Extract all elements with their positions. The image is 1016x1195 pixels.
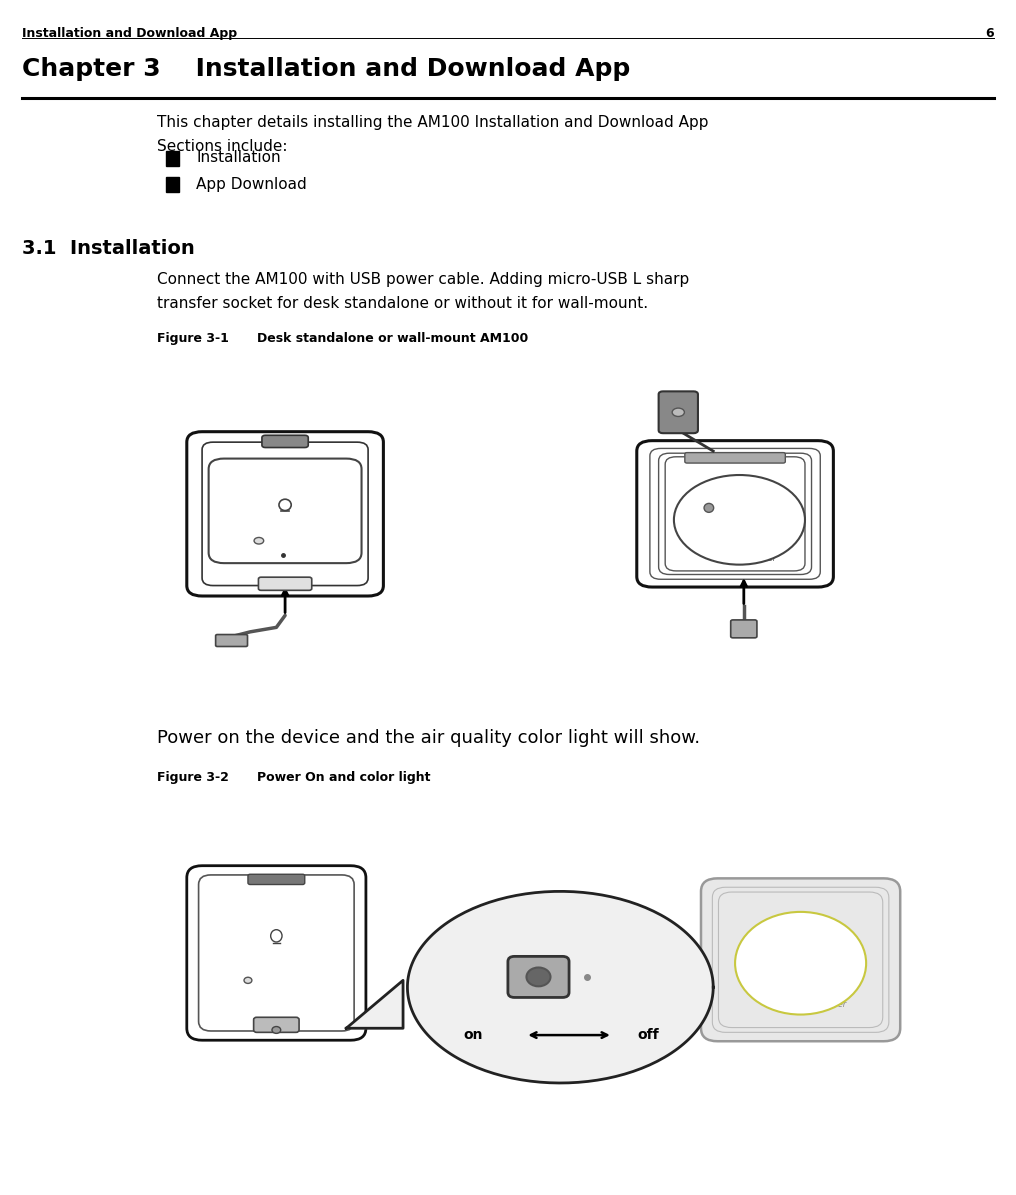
Bar: [166, 151, 179, 166]
Text: on: on: [463, 1028, 483, 1042]
FancyBboxPatch shape: [262, 435, 308, 448]
Text: Sections include:: Sections include:: [157, 139, 288, 154]
FancyBboxPatch shape: [254, 1017, 299, 1032]
FancyBboxPatch shape: [508, 956, 569, 998]
Text: Installation: Installation: [196, 151, 280, 165]
FancyBboxPatch shape: [258, 577, 312, 590]
Ellipse shape: [736, 912, 867, 1015]
Text: Chapter 3    Installation and Download App: Chapter 3 Installation and Download App: [22, 57, 631, 81]
FancyBboxPatch shape: [637, 441, 833, 587]
FancyBboxPatch shape: [208, 459, 362, 563]
Polygon shape: [346, 980, 403, 1028]
Text: App Download: App Download: [196, 177, 307, 191]
Ellipse shape: [244, 978, 252, 983]
Ellipse shape: [674, 476, 805, 565]
Text: aezer: aezer: [824, 1000, 847, 1009]
Ellipse shape: [254, 538, 264, 544]
Ellipse shape: [526, 968, 551, 986]
Polygon shape: [407, 891, 713, 1083]
FancyBboxPatch shape: [701, 878, 900, 1041]
Text: aezer: aezer: [754, 554, 777, 563]
Ellipse shape: [673, 409, 685, 417]
Ellipse shape: [272, 1027, 280, 1034]
Text: Installation and Download App: Installation and Download App: [22, 27, 238, 41]
Text: Power On and color light: Power On and color light: [257, 771, 431, 784]
Ellipse shape: [704, 503, 713, 513]
Text: Power on the device and the air quality color light will show.: Power on the device and the air quality …: [157, 729, 701, 747]
Text: This chapter details installing the AM100 Installation and Download App: This chapter details installing the AM10…: [157, 115, 709, 130]
FancyBboxPatch shape: [731, 620, 757, 638]
FancyBboxPatch shape: [187, 431, 383, 596]
Text: Desk standalone or wall-mount AM100: Desk standalone or wall-mount AM100: [257, 332, 528, 345]
Text: 6: 6: [986, 27, 994, 41]
Text: Connect the AM100 with USB power cable. Adding micro-USB L sharp: Connect the AM100 with USB power cable. …: [157, 272, 690, 288]
Bar: [166, 177, 179, 192]
Text: Figure 3-2: Figure 3-2: [157, 771, 230, 784]
FancyBboxPatch shape: [198, 875, 355, 1031]
Text: 3.1  Installation: 3.1 Installation: [22, 239, 195, 258]
Ellipse shape: [270, 930, 282, 942]
FancyBboxPatch shape: [685, 453, 785, 464]
FancyBboxPatch shape: [215, 635, 248, 646]
FancyBboxPatch shape: [658, 392, 698, 434]
Text: Figure 3-1: Figure 3-1: [157, 332, 230, 345]
FancyBboxPatch shape: [248, 875, 305, 884]
FancyBboxPatch shape: [187, 865, 366, 1040]
Ellipse shape: [279, 500, 292, 510]
FancyBboxPatch shape: [202, 442, 368, 586]
Text: transfer socket for desk standalone or without it for wall-mount.: transfer socket for desk standalone or w…: [157, 296, 648, 312]
Text: off: off: [637, 1028, 658, 1042]
